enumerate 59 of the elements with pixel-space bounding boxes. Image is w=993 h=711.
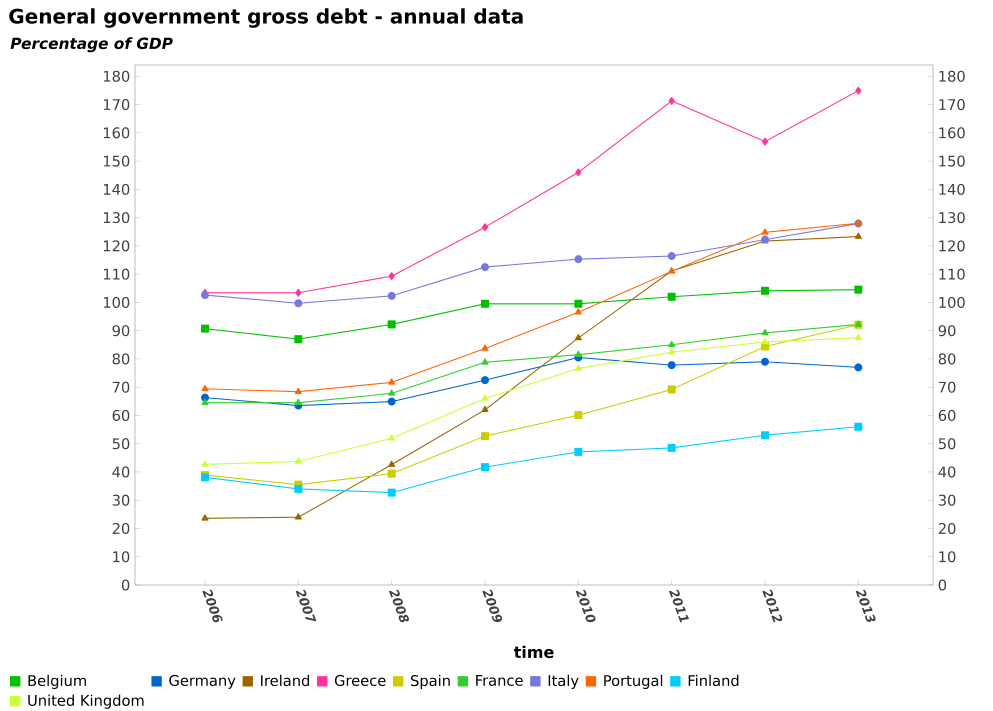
- y-tick-label: 30: [938, 494, 956, 506]
- legend-label: Portugal: [604, 674, 662, 689]
- y2-tick-label: 180: [104, 70, 130, 82]
- y2-tick-label: 120: [104, 240, 130, 252]
- y-tick-label: 150: [939, 156, 965, 167]
- y2-tick-label: 150: [104, 156, 130, 167]
- legend-label: Finland: [688, 674, 738, 686]
- y-tick-label: 140: [939, 184, 965, 195]
- chart-subtitle: Percentage of GDP: [10, 37, 173, 52]
- y-tick-label: 80: [938, 353, 956, 364]
- y2-tick-label: 90: [112, 325, 130, 336]
- y-tick-label: 120: [939, 240, 965, 252]
- y2-tick-label: 170: [104, 99, 130, 110]
- legend-label: United Kingdom: [28, 694, 144, 709]
- y-tick-label: 180: [939, 70, 965, 82]
- y2-tick-label: 50: [112, 438, 130, 450]
- y2-tick-label: 70: [112, 382, 130, 393]
- y-tick-label: 70: [938, 382, 956, 393]
- y-tick-label: 160: [939, 127, 965, 138]
- y2-tick-label: 110: [104, 268, 130, 280]
- x-axis-title: time: [514, 646, 554, 658]
- y2-tick-label: 30: [112, 494, 130, 506]
- legend-label: France: [476, 675, 523, 686]
- y2-tick-label: 100: [104, 296, 130, 308]
- y2-tick-label: 60: [112, 410, 130, 421]
- y2-tick-label: 40: [112, 466, 130, 478]
- legend-label: Ireland: [261, 674, 310, 686]
- y-tick-label: 130: [939, 212, 965, 224]
- x-tick-label: 2006: [202, 590, 223, 622]
- x-tick-label: 2012: [762, 590, 782, 622]
- legend-label: Greece: [334, 674, 386, 686]
- y-tick-label: 40: [938, 466, 956, 478]
- x-tick-label: 2008: [388, 590, 409, 622]
- y2-tick-label: 80: [112, 353, 130, 364]
- y2-tick-label: 130: [104, 212, 130, 224]
- legend-label: Italy: [548, 674, 579, 689]
- chart-title: General government gross debt - annual data: [9, 8, 523, 28]
- y-tick-label: 100: [939, 296, 965, 308]
- y-tick-label: 170: [939, 99, 965, 110]
- x-tick-label: 2007: [296, 590, 316, 622]
- y2-tick-label: 160: [104, 127, 130, 138]
- x-tick-label: 2010: [576, 590, 596, 622]
- y2-tick-label: 0: [122, 579, 130, 591]
- y-tick-label: 0: [938, 579, 946, 591]
- y-tick-label: 50: [938, 438, 956, 450]
- x-tick-label: 2009: [482, 590, 502, 622]
- legend-label: Spain: [411, 674, 450, 689]
- legend-label: Germany: [169, 674, 236, 689]
- legend-label: Belgium: [28, 674, 86, 689]
- x-tick-label: 2013: [856, 590, 876, 622]
- x-tick-label: 2011: [669, 590, 689, 622]
- y-tick-label: 10: [939, 551, 956, 562]
- y2-tick-label: 20: [112, 522, 130, 534]
- y-tick-label: 110: [939, 268, 965, 280]
- y2-tick-label: 10: [113, 551, 130, 562]
- y2-tick-label: 140: [104, 184, 130, 195]
- y-tick-label: 60: [938, 410, 956, 421]
- y-tick-label: 20: [938, 522, 956, 534]
- y-tick-label: 90: [938, 325, 956, 336]
